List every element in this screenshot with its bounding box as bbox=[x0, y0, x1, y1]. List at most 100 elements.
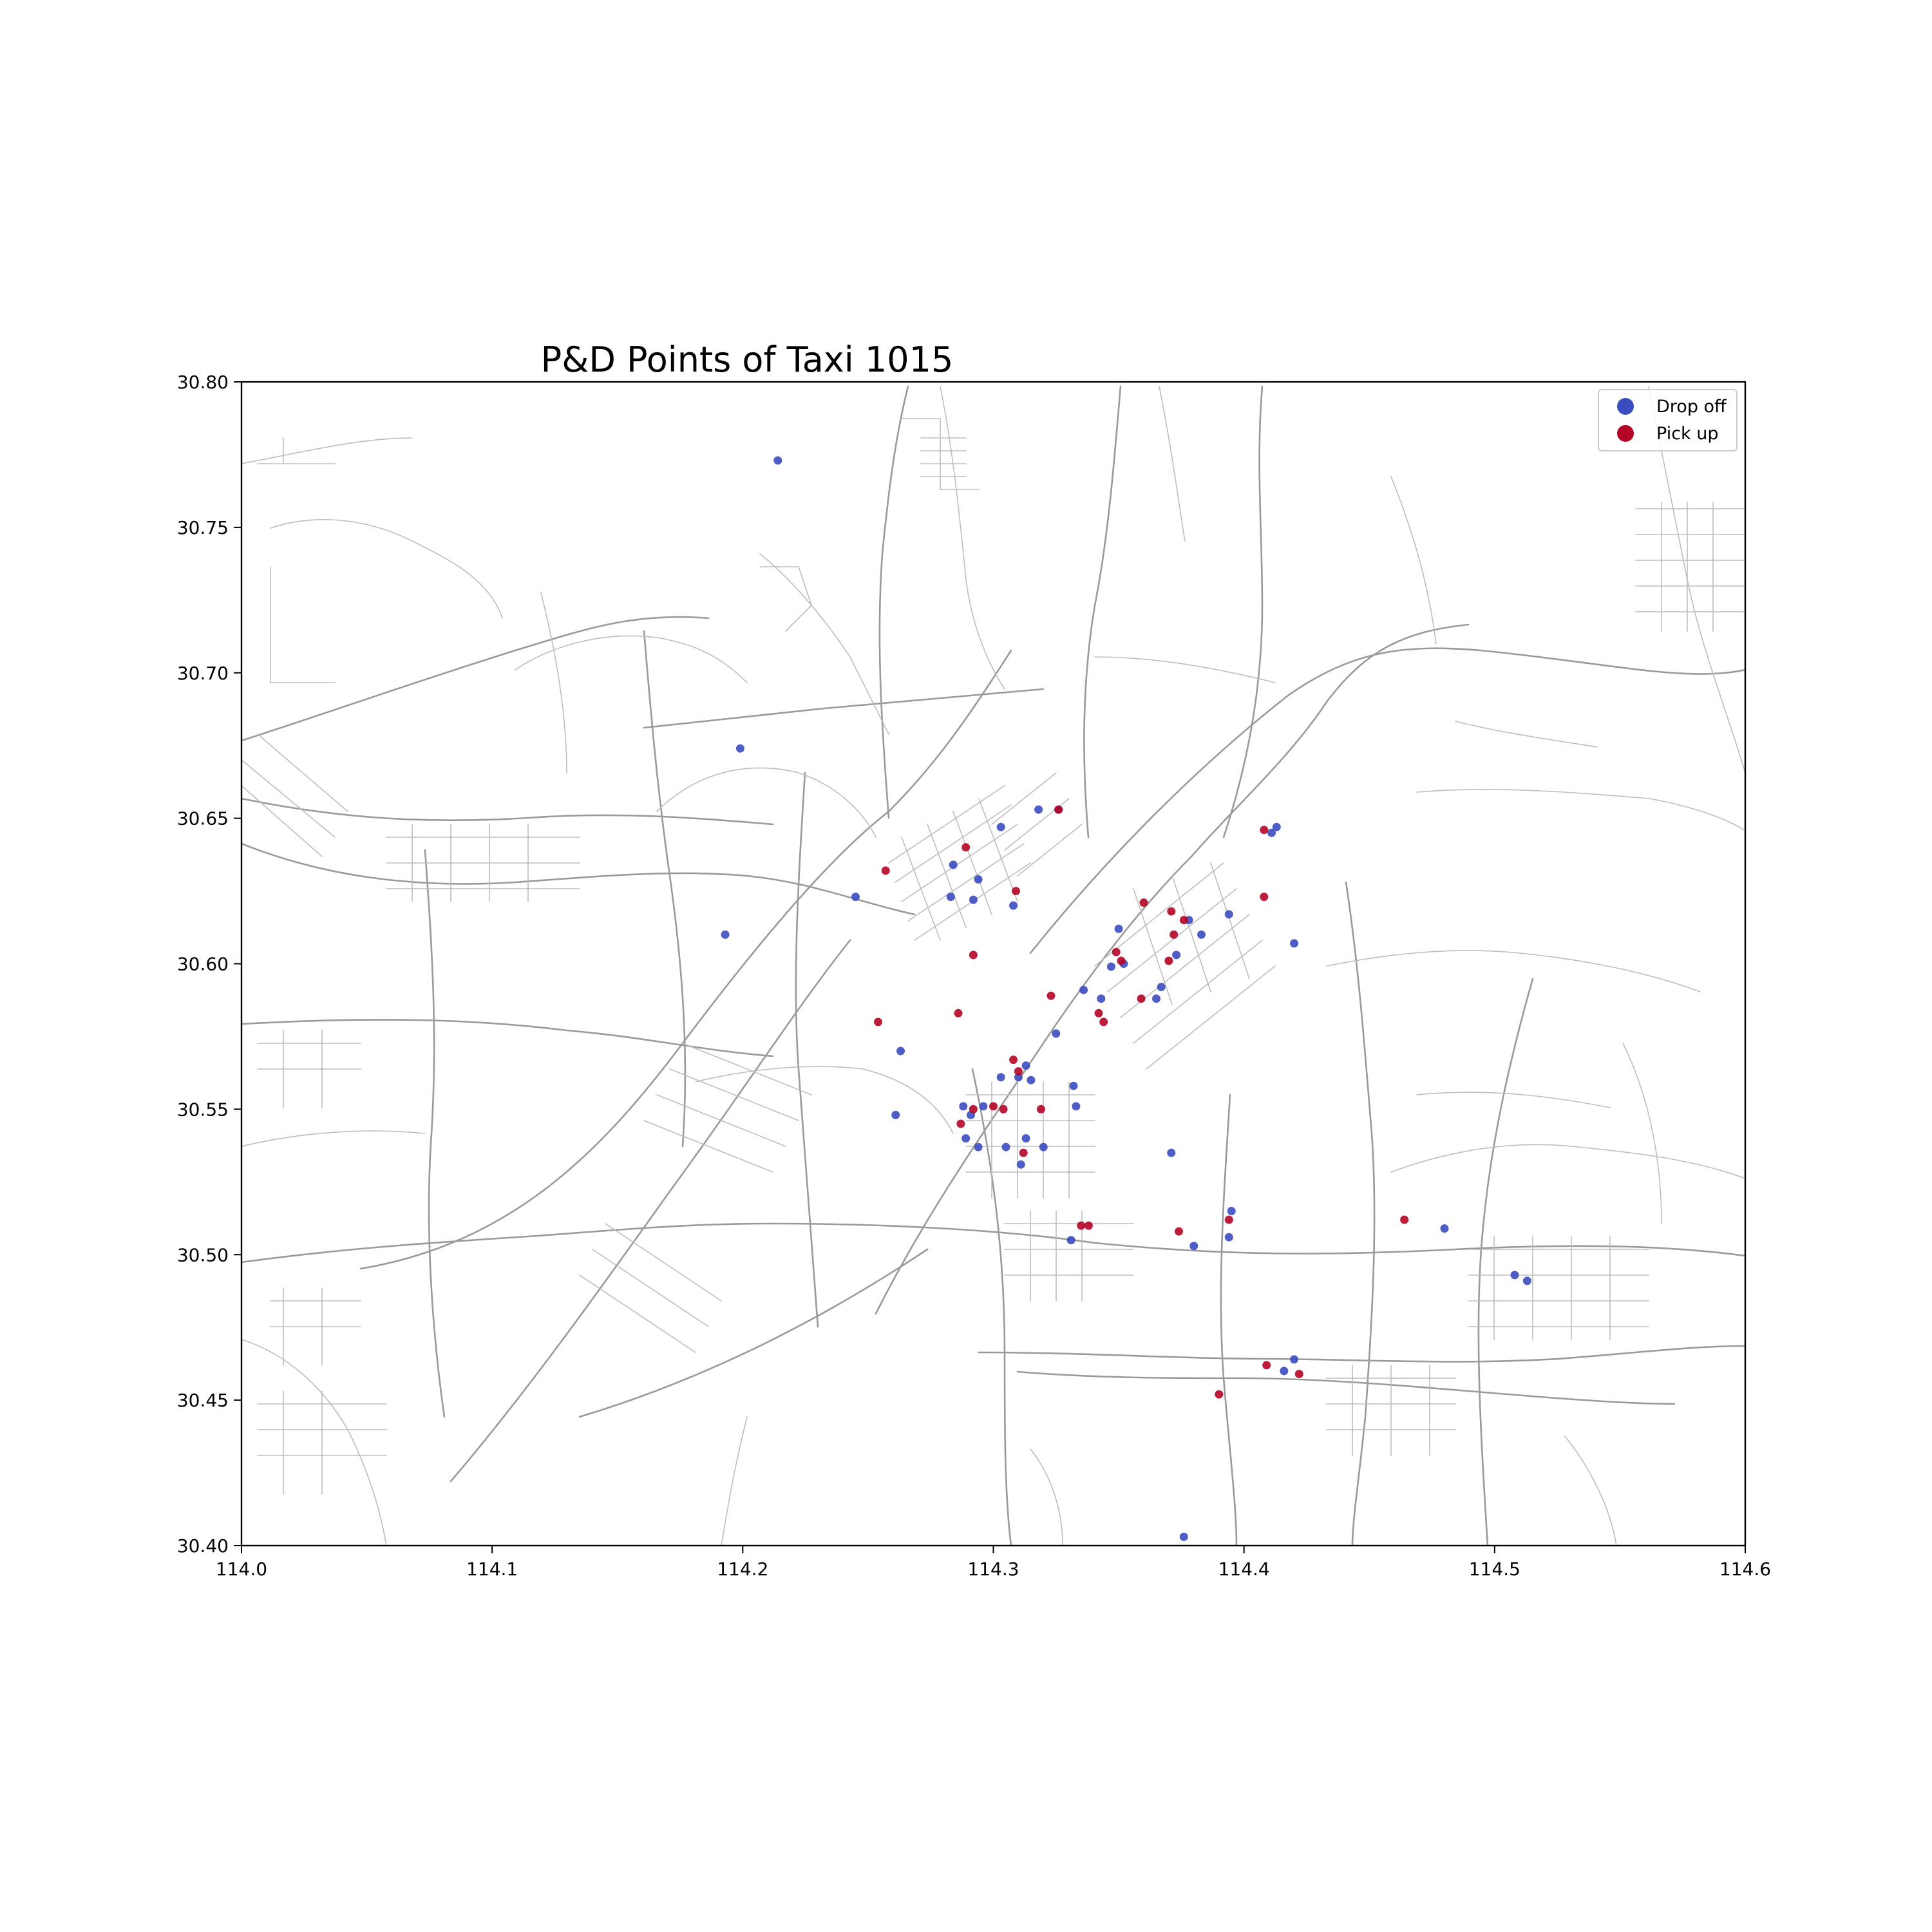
y-tick-label: 30.60 bbox=[177, 954, 229, 975]
legend-marker-drop-off bbox=[1617, 398, 1634, 415]
pick-up-point bbox=[881, 866, 890, 875]
y-tick-label: 30.80 bbox=[177, 372, 229, 393]
pick-up-point bbox=[1036, 1104, 1045, 1113]
pick-up-point bbox=[1094, 1009, 1103, 1018]
drop-off-point bbox=[1510, 1271, 1519, 1280]
pick-up-point bbox=[1014, 1067, 1023, 1076]
pick-up-point bbox=[969, 1104, 978, 1113]
drop-off-point bbox=[959, 1102, 968, 1111]
pick-up-point bbox=[1077, 1221, 1086, 1230]
drop-off-point bbox=[735, 744, 744, 753]
y-tick-label: 30.40 bbox=[177, 1535, 229, 1557]
pick-up-point bbox=[1167, 907, 1176, 916]
pick-up-point bbox=[1054, 805, 1063, 814]
drop-off-point bbox=[721, 930, 730, 939]
drop-off-point bbox=[1227, 1207, 1236, 1215]
pick-up-point bbox=[874, 1018, 882, 1027]
series-pick-up bbox=[874, 805, 1409, 1399]
drop-off-point bbox=[974, 875, 983, 884]
x-tick-label: 114.0 bbox=[216, 1558, 267, 1580]
drop-off-point bbox=[1001, 1142, 1010, 1151]
drop-off-point bbox=[1027, 1075, 1036, 1084]
pick-up-point bbox=[1262, 1361, 1271, 1370]
pick-up-point bbox=[1215, 1390, 1224, 1399]
y-tick-label: 30.75 bbox=[177, 517, 229, 538]
drop-off-point bbox=[1224, 910, 1233, 919]
x-tick-label: 114.6 bbox=[1719, 1558, 1771, 1580]
drop-off-point bbox=[1079, 985, 1088, 994]
pick-up-point bbox=[961, 843, 971, 852]
drop-off-point bbox=[891, 1110, 900, 1119]
pick-up-point bbox=[1224, 1215, 1233, 1224]
drop-off-point bbox=[1172, 951, 1181, 960]
pick-up-point bbox=[1139, 898, 1148, 907]
x-tick-label: 114.1 bbox=[466, 1558, 518, 1580]
drop-off-point bbox=[1267, 828, 1276, 837]
y-tick-label: 30.65 bbox=[177, 808, 229, 829]
chart-title: P&D Points of Taxi 1015 bbox=[541, 339, 954, 380]
drop-off-point bbox=[1272, 822, 1281, 831]
drop-off-point bbox=[1290, 939, 1298, 948]
drop-off-point bbox=[1016, 1160, 1025, 1169]
drop-off-point bbox=[996, 1073, 1005, 1082]
drop-off-point bbox=[1009, 901, 1018, 910]
pick-up-point bbox=[969, 951, 978, 960]
pick-up-point bbox=[1046, 991, 1056, 1000]
x-tick-label: 114.2 bbox=[717, 1558, 768, 1580]
pick-up-point bbox=[1117, 956, 1126, 965]
pick-up-point bbox=[999, 1104, 1008, 1113]
y-tick-label: 30.50 bbox=[177, 1244, 229, 1265]
drop-off-point bbox=[1014, 1073, 1023, 1082]
y-tick-label: 30.45 bbox=[177, 1390, 229, 1411]
pick-up-point bbox=[1260, 893, 1269, 902]
pick-up-point bbox=[956, 1119, 965, 1128]
y-axis: 30.40 30.45 30.50 30.55 30.60 30.65 30.70 30.75… bbox=[177, 372, 242, 1557]
x-tick-label: 114.4 bbox=[1218, 1558, 1270, 1580]
drop-off-point bbox=[949, 860, 958, 869]
drop-off-point bbox=[1189, 1242, 1198, 1251]
pick-up-point bbox=[1019, 1148, 1028, 1157]
drop-off-point bbox=[1072, 1102, 1081, 1111]
pick-up-point bbox=[1400, 1215, 1409, 1224]
x-axis: 114.0 114.1 114.2 114.3 114.4 114.5 114.6 bbox=[216, 1546, 1771, 1580]
pick-up-point bbox=[1260, 826, 1269, 835]
pick-up-point bbox=[1175, 1227, 1183, 1236]
pick-up-point bbox=[1137, 994, 1146, 1003]
points-layer bbox=[721, 456, 1531, 1541]
pick-up-point bbox=[1170, 930, 1179, 939]
y-tick-label: 30.55 bbox=[177, 1099, 229, 1120]
pick-up-point bbox=[989, 1102, 998, 1111]
drop-off-point bbox=[896, 1046, 905, 1056]
legend-label-drop-off: Drop off bbox=[1656, 397, 1727, 417]
drop-off-point bbox=[1280, 1367, 1289, 1376]
drop-off-point bbox=[1097, 994, 1106, 1003]
drop-off-point bbox=[1066, 1236, 1075, 1245]
drop-off-point bbox=[961, 1134, 971, 1143]
pick-up-point bbox=[1084, 1221, 1093, 1230]
drop-off-point bbox=[974, 1142, 983, 1151]
x-tick-label: 114.5 bbox=[1469, 1558, 1520, 1580]
drop-off-point bbox=[773, 456, 782, 465]
x-tick-label: 114.3 bbox=[967, 1558, 1019, 1580]
pick-up-point bbox=[1294, 1370, 1303, 1378]
drop-off-point bbox=[1021, 1061, 1030, 1070]
pick-up-point bbox=[1112, 947, 1121, 956]
drop-off-point bbox=[1224, 1233, 1233, 1242]
drop-off-point bbox=[979, 1102, 988, 1111]
y-tick-label: 30.70 bbox=[177, 663, 229, 684]
drop-off-point bbox=[996, 822, 1005, 831]
drop-off-point bbox=[1114, 924, 1123, 933]
pick-up-point bbox=[1012, 887, 1020, 896]
drop-off-point bbox=[1152, 994, 1160, 1003]
drop-off-point bbox=[1179, 1532, 1188, 1541]
pick-up-point bbox=[1099, 1018, 1108, 1027]
pick-up-point bbox=[1179, 916, 1188, 925]
legend-label-pick-up: Pick up bbox=[1656, 424, 1719, 444]
pick-up-point bbox=[1164, 956, 1173, 965]
drop-off-point bbox=[1021, 1134, 1030, 1143]
drop-off-point bbox=[1069, 1081, 1078, 1090]
drop-off-point bbox=[1290, 1355, 1298, 1364]
drop-off-point bbox=[1157, 983, 1166, 992]
drop-off-point bbox=[946, 893, 955, 902]
